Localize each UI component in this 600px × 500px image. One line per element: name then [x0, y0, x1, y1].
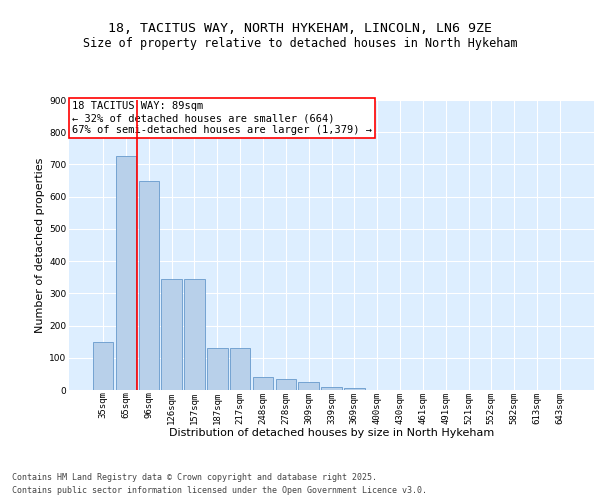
- Bar: [207, 348, 227, 390]
- Text: Size of property relative to detached houses in North Hykeham: Size of property relative to detached ho…: [83, 38, 517, 51]
- Bar: [161, 279, 182, 390]
- Bar: [344, 388, 365, 390]
- Bar: [298, 382, 319, 390]
- Bar: [139, 180, 159, 390]
- Text: Contains public sector information licensed under the Open Government Licence v3: Contains public sector information licen…: [12, 486, 427, 495]
- Text: Contains HM Land Registry data © Crown copyright and database right 2025.: Contains HM Land Registry data © Crown c…: [12, 474, 377, 482]
- Bar: [93, 342, 113, 390]
- Bar: [184, 279, 205, 390]
- X-axis label: Distribution of detached houses by size in North Hykeham: Distribution of detached houses by size …: [169, 428, 494, 438]
- Bar: [230, 348, 250, 390]
- Text: 18 TACITUS WAY: 89sqm
← 32% of detached houses are smaller (664)
67% of semi-det: 18 TACITUS WAY: 89sqm ← 32% of detached …: [71, 102, 371, 134]
- Y-axis label: Number of detached properties: Number of detached properties: [35, 158, 45, 332]
- Bar: [253, 377, 273, 390]
- Bar: [116, 156, 136, 390]
- Text: 18, TACITUS WAY, NORTH HYKEHAM, LINCOLN, LN6 9ZE: 18, TACITUS WAY, NORTH HYKEHAM, LINCOLN,…: [108, 22, 492, 36]
- Bar: [321, 387, 342, 390]
- Bar: [275, 378, 296, 390]
